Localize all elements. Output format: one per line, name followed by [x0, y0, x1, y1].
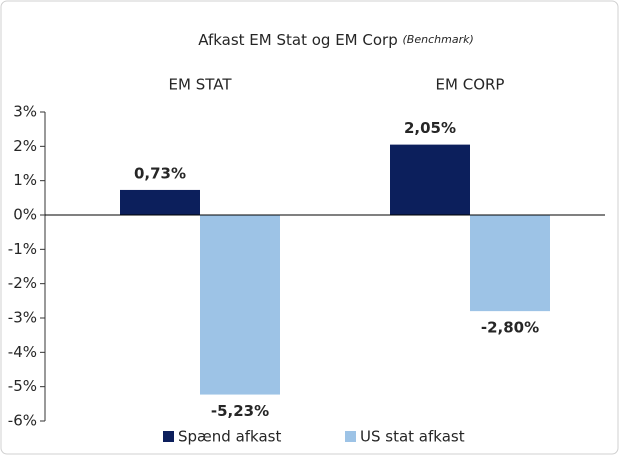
legend-label: US stat afkast	[360, 428, 465, 446]
y-tick-label: -1%	[8, 240, 37, 258]
y-tick-label: -3%	[8, 309, 37, 327]
y-tick-label: 0%	[13, 206, 37, 224]
y-tick-label: -2%	[8, 274, 37, 292]
value-label: 2,05%	[404, 119, 456, 137]
bar	[390, 144, 470, 215]
bar	[470, 215, 550, 312]
bar	[120, 189, 200, 215]
bar	[200, 215, 280, 395]
legend-swatch	[345, 431, 356, 442]
chart-title: Afkast EM Stat og EM Corp (Benchmark)	[198, 31, 474, 49]
title-main: Afkast EM Stat og EM Corp	[198, 31, 398, 49]
category-label: EM CORP	[436, 76, 505, 94]
value-label: 0,73%	[134, 164, 186, 182]
title-note: (Benchmark)	[403, 33, 474, 46]
legend-label: Spænd afkast	[178, 428, 281, 446]
value-label: -5,23%	[211, 402, 269, 420]
y-tick-label: -6%	[8, 412, 37, 430]
y-tick-label: 2%	[13, 137, 37, 155]
y-tick-label: 3%	[13, 103, 37, 121]
legend-swatch	[163, 431, 174, 442]
y-tick-label: -4%	[8, 343, 37, 361]
y-tick-label: 1%	[13, 171, 37, 189]
y-tick-label: -5%	[8, 377, 37, 395]
category-label: EM STAT	[169, 76, 233, 94]
value-label: -2,80%	[481, 319, 539, 337]
